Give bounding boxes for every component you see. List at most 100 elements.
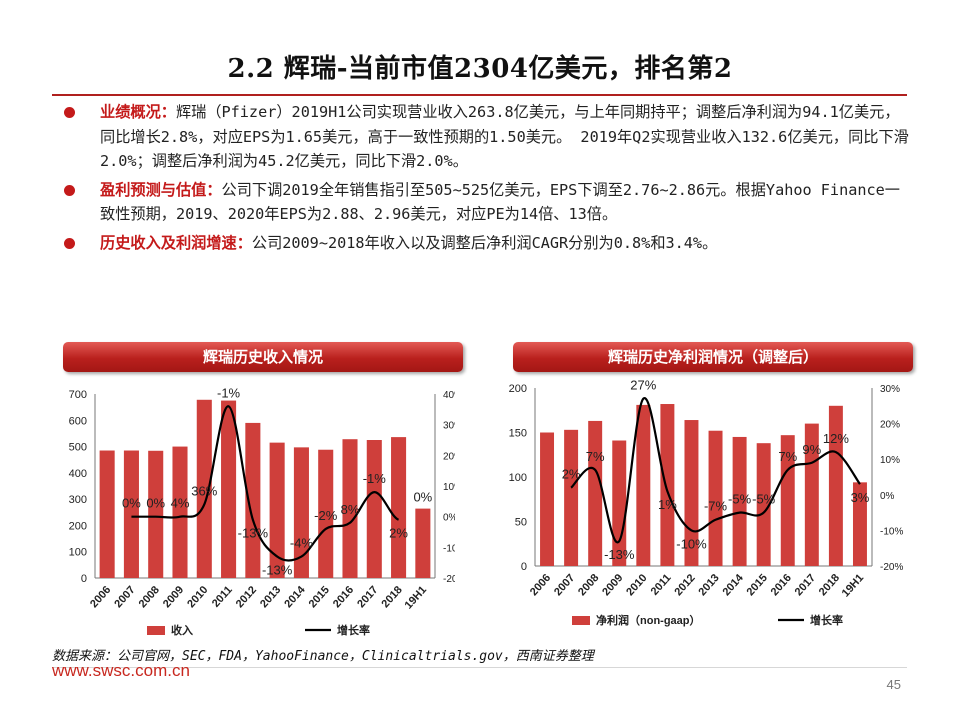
x-tick-label: 2014 <box>721 571 747 598</box>
x-tick-label: 19H1 <box>403 584 430 612</box>
bar <box>415 508 431 578</box>
bar <box>318 449 334 578</box>
y-right-tick-label: 10% <box>880 455 900 466</box>
y-left-tick-label: 100 <box>69 547 87 559</box>
data-label: -13% <box>604 547 635 562</box>
y-right-tick-label: 0% <box>880 491 895 502</box>
data-source: 数据来源：公司官网，SEC，FDA，YahooFinance，Clinicalt… <box>52 649 594 664</box>
y-left-tick-label: 0 <box>521 561 527 573</box>
legend-swatch-bar <box>572 616 590 625</box>
y-left-tick-label: 600 <box>69 415 87 427</box>
bullet-lead: 业绩概况： <box>100 103 176 121</box>
data-label: 4% <box>171 496 190 511</box>
footer-divider <box>52 667 907 668</box>
bar <box>564 429 579 566</box>
y-right-tick-label: 0% <box>443 513 455 524</box>
x-tick-label: 2011 <box>649 572 674 598</box>
bar <box>148 450 164 578</box>
x-tick-label: 2016 <box>769 572 794 598</box>
growth-line <box>131 405 400 562</box>
revenue-chart-banner: 辉瑞历史收入情况 <box>63 342 463 372</box>
x-tick-label: 2008 <box>137 584 162 610</box>
y-right-tick-label: 30% <box>880 384 900 395</box>
x-tick-label: 2010 <box>624 572 649 598</box>
y-left-tick-label: 200 <box>509 383 527 395</box>
y-right-tick-label: -20% <box>880 562 903 573</box>
bullet-history: 历史收入及利润增速：公司2009~2018年收入以及调整后净利润CAGR分别为0… <box>60 231 910 256</box>
profit-chart: 050100150200-20%-10%0%10%20%30%200620072… <box>509 378 904 627</box>
bar <box>828 405 843 566</box>
x-tick-label: 2010 <box>185 584 210 610</box>
data-label: 0% <box>146 496 165 511</box>
bar <box>293 447 309 578</box>
data-label: 7% <box>586 449 605 464</box>
bullet-text: 辉瑞（Pfizer）2019H1公司实现营业收入263.8亿美元，与上年同期持平… <box>100 103 909 171</box>
bar <box>804 423 819 566</box>
x-tick-label: 2015 <box>745 572 770 598</box>
data-label: -5% <box>728 492 752 507</box>
x-tick-label: 2013 <box>258 584 283 610</box>
data-label: -1% <box>217 385 241 400</box>
bullet-forecast: 盈利预测与估值：公司下调2019全年销售指引至505~525亿美元，EPS下调至… <box>60 178 910 227</box>
y-right-tick-label: 40% <box>443 390 455 401</box>
data-label: 0% <box>413 490 432 505</box>
data-label: -4% <box>290 536 314 551</box>
data-label: 2% <box>389 526 408 541</box>
y-left-tick-label: 300 <box>69 494 87 506</box>
y-left-tick-label: 150 <box>509 428 527 440</box>
bullet-dot-icon <box>64 107 75 118</box>
growth-line <box>570 397 861 544</box>
bar <box>269 442 285 578</box>
data-label: 7% <box>778 449 797 464</box>
x-tick-label: 2007 <box>552 572 577 598</box>
y-right-tick-label: 20% <box>880 420 900 431</box>
data-label: -1% <box>363 471 387 486</box>
bullet-text: 公司下调2019全年销售指引至505~525亿美元，EPS下调至2.76~2.8… <box>100 180 900 224</box>
y-right-tick-label: 20% <box>443 451 455 462</box>
revenue-chart: 0 100 200 300 400 500 600 700 -20% -10% 0% 10% 20% 30… <box>69 385 455 637</box>
bar <box>732 436 747 566</box>
data-label: -7% <box>704 499 728 514</box>
bar <box>99 450 115 578</box>
data-label: -5% <box>752 492 776 507</box>
bar <box>366 440 382 578</box>
bar <box>123 450 139 578</box>
data-label: 0% <box>122 496 141 511</box>
x-tick-label: 2007 <box>112 584 137 610</box>
legend-label: 增长率 <box>810 613 843 627</box>
y-left-tick-label: 50 <box>515 517 527 529</box>
legend-swatch-bar <box>147 626 165 635</box>
x-tick-label: 2017 <box>355 584 380 610</box>
bar <box>588 420 603 566</box>
data-label: 12% <box>823 431 849 446</box>
data-label: -2% <box>314 508 338 523</box>
x-tick-label: 2016 <box>331 584 356 610</box>
x-tick-label: 2013 <box>696 572 721 598</box>
bullet-lead: 盈利预测与估值： <box>100 180 222 199</box>
y-right-tick-label: -20% <box>443 574 455 585</box>
bar <box>852 482 867 566</box>
x-tick-label: 2018 <box>379 584 404 610</box>
y-left-tick-label: 0 <box>81 573 87 585</box>
bar <box>221 400 237 578</box>
website-link[interactable]: www.swsc.com.cn <box>52 661 190 680</box>
data-label: -13% <box>238 526 269 541</box>
x-tick-label: 19H1 <box>840 572 867 600</box>
x-tick-label: 2018 <box>817 572 842 598</box>
bar <box>540 432 555 566</box>
legend-label: 净利润（non-gaap） <box>596 613 701 627</box>
data-label: 1% <box>658 497 677 512</box>
bar <box>636 404 651 566</box>
y-left-tick-label: 500 <box>69 442 87 454</box>
x-tick-label: 2006 <box>88 584 113 610</box>
bar <box>756 443 771 566</box>
bar <box>342 439 358 578</box>
data-label: 27% <box>630 378 656 393</box>
bar <box>196 399 212 578</box>
y-left-tick-label: 700 <box>69 389 87 401</box>
bar <box>684 420 699 566</box>
bar <box>391 437 407 578</box>
bar <box>245 422 261 578</box>
bullet-list: 业绩概况：辉瑞（Pfizer）2019H1公司实现营业收入263.8亿美元，与上… <box>60 100 910 260</box>
bullet-text: 公司2009~2018年收入以及调整后净利润CAGR分别为0.8%和3.4%。 <box>251 233 718 252</box>
